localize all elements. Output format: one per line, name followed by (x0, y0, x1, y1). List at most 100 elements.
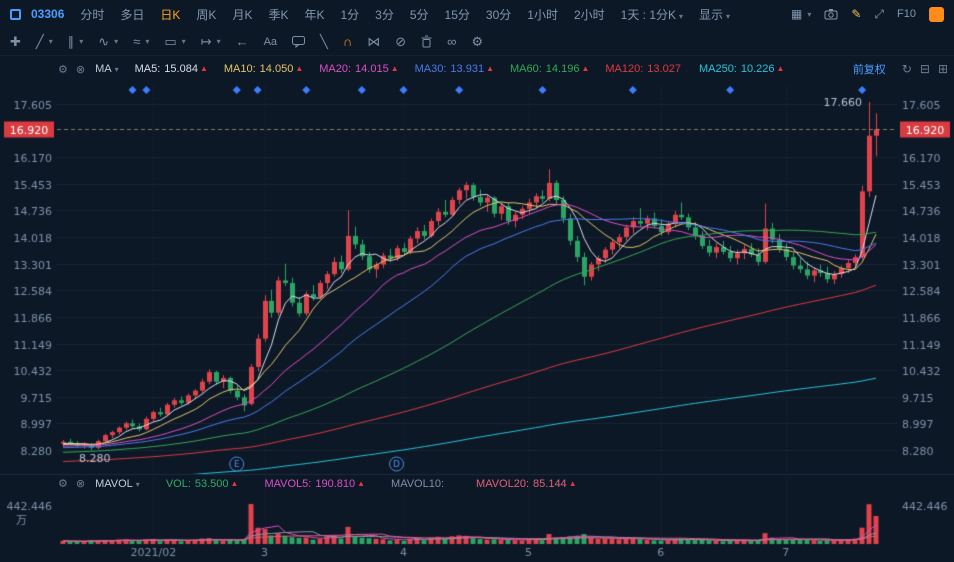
collapse-pane-icon[interactable]: ⊟ (919, 62, 930, 76)
tab-daily-k[interactable]: 日K (160, 7, 181, 22)
gear-icon[interactable]: ⚙ (58, 63, 68, 76)
move-tool[interactable]: ✚ (10, 34, 21, 50)
rectangle-icon: ▭ (164, 33, 177, 49)
tab-30min[interactable]: 30分 (485, 7, 512, 22)
screenshot-button[interactable] (824, 8, 838, 20)
magnet-icon: ∩ (342, 34, 353, 49)
expand-pane-icon[interactable]: ⊞ (937, 62, 948, 76)
tab-yearly-k[interactable]: 年K (304, 7, 325, 22)
f10-button[interactable]: F10 (897, 8, 916, 20)
chevron-down-icon: ▾ (181, 37, 186, 46)
ma-indicator-header: ⚙ ⊗ MA ▾ MA5: 15.084 ▲ MA10: 14.050 ▲ MA20: 14… (58, 61, 948, 77)
draw-settings-tool[interactable]: ⚙ (471, 34, 483, 50)
comment-icon (292, 35, 306, 48)
chevron-down-icon: ▾ (114, 37, 119, 46)
fullscreen-expand-icon[interactable]: ⤢ (874, 6, 885, 21)
tab-monthly-k[interactable]: 月K (232, 7, 253, 22)
text-tool[interactable]: Aa (264, 36, 277, 48)
delete-drawings-tool[interactable] (421, 35, 432, 48)
up-triangle-icon: ▲ (776, 64, 785, 73)
tab-15min[interactable]: 15分 (444, 7, 470, 22)
up-triangle-icon: ▲ (581, 64, 590, 73)
chevron-down-icon: ▾ (216, 37, 221, 46)
remove-indicator-icon[interactable]: ⊗ (75, 63, 86, 76)
tab-2hour[interactable]: 2小时 (573, 7, 605, 22)
chevron-down-icon: ▾ (726, 11, 731, 21)
parallel-lines-tool[interactable]: ∥ ▾ (68, 34, 84, 50)
up-triangle-icon: ▲ (230, 478, 239, 488)
ban-icon: ⊘ (395, 33, 407, 49)
trash-icon (421, 35, 432, 48)
window-icon[interactable] (10, 8, 21, 20)
wave-tool[interactable]: ≈ ▾ (133, 34, 149, 49)
tab-1min[interactable]: 1分 (340, 7, 360, 22)
slash-tool[interactable]: ╲ (320, 34, 328, 50)
comment-tool[interactable] (292, 35, 306, 48)
rings-icon: ∞ (447, 34, 457, 49)
zigzag-tool[interactable]: ∿ ▾ (98, 34, 118, 50)
trendline-icon: ╱ (35, 33, 44, 49)
draw-mode-pencil-icon[interactable]: ✎ (851, 7, 862, 21)
up-triangle-icon: ▲ (568, 478, 577, 488)
mavol-dropdown[interactable]: MAVOL ▾ (95, 478, 140, 490)
drawing-toolbar: ✚ ╱ ▾ ∥ ▾ ∿ ▾ ≈ ▾ ▭ ▾ ↦ ▾ ← Aa ╲ ∩ ⋈ ⊘ ∞ ⚙ (0, 28, 954, 56)
gear-icon[interactable]: ⚙ (58, 478, 68, 490)
hide-drawings-tool[interactable]: ⊘ (395, 34, 406, 50)
gear-icon: ⚙ (471, 33, 484, 49)
chevron-down-icon: ▾ (679, 11, 684, 21)
app-badge-icon[interactable] (929, 6, 944, 22)
layout-grid-dropdown[interactable]: ▦ ▾ (791, 7, 811, 21)
ma5-indicator: MA5: 15.084 ▲ (134, 63, 208, 75)
magnet-tool[interactable]: ∩ (343, 34, 352, 49)
mavol10-indicator: MAVOL10: (391, 477, 445, 490)
tab-1hour[interactable]: 1小时 (527, 7, 558, 22)
left-arrow-icon: ← (235, 34, 249, 49)
shape-tool[interactable]: ▭ ▾ (164, 34, 185, 50)
tab-intraday[interactable]: 分时 (80, 7, 105, 22)
nodes-tool[interactable]: ⋈ (367, 34, 380, 50)
ma-dropdown[interactable]: MA ▾ (95, 63, 119, 75)
chevron-down-icon: ▾ (114, 65, 119, 74)
zigzag-icon: ∿ (98, 33, 110, 49)
ma20-indicator: MA20: 14.015 ▲ (319, 63, 399, 75)
up-triangle-icon: ▲ (199, 64, 208, 73)
mavol-label: MAVOL (95, 477, 133, 490)
main-toolbar: 03306 分时 多日 日K 周K 月K 季K 年K 1分 3分 5分 15分 … (0, 0, 954, 28)
compare-period-label: 1天 : 1分K (620, 7, 676, 22)
tab-3min[interactable]: 3分 (375, 7, 394, 22)
nodes-icon: ⋈ (367, 33, 381, 49)
display-label: 显示 (699, 7, 724, 22)
tab-quarterly-k[interactable]: 季K (268, 7, 289, 22)
ma-label: MA (95, 63, 112, 75)
adjust-mode-dropdown[interactable]: 前复权 (852, 64, 886, 76)
up-triangle-icon: ▲ (486, 64, 494, 73)
refresh-icon[interactable]: ↻ (901, 62, 912, 76)
ma250-indicator: MA250: 10.226 ▲ (698, 63, 785, 75)
slash-icon: ╲ (320, 33, 328, 49)
display-dropdown[interactable]: 显示 ▾ (699, 6, 730, 23)
candlestick-chart-canvas[interactable] (0, 56, 954, 562)
text-icon: Aa (263, 35, 278, 48)
extend-line-tool[interactable]: ↦ ▾ (201, 34, 221, 50)
compare-period-dropdown[interactable]: 1天 : 1分K ▾ (621, 6, 683, 23)
camera-icon (824, 8, 838, 20)
extend-arrow-icon: ↦ (200, 33, 212, 49)
tab-5min[interactable]: 5分 (409, 7, 429, 22)
chevron-down-icon: ▾ (145, 37, 150, 46)
link-tool[interactable]: ∞ (447, 34, 456, 49)
tab-weekly-k[interactable]: 周K (196, 7, 217, 22)
remove-indicator-icon[interactable]: ⊗ (75, 478, 86, 490)
ma30-indicator: MA30: 13.931 ▲ (414, 63, 494, 75)
trendline-tool[interactable]: ╱ ▾ (36, 34, 53, 50)
move-icon: ✚ (10, 33, 21, 49)
layout-grid-icon: ▦ (791, 7, 803, 21)
wave-icon: ≈ (133, 34, 141, 49)
parallel-lines-icon: ∥ (67, 33, 75, 49)
ma10-indicator: MA10: 14.050 ▲ (223, 63, 304, 75)
arrow-tool[interactable]: ← (236, 34, 249, 49)
tab-multi-day[interactable]: 多日 (120, 7, 145, 22)
ma60-indicator: MA60: 14.196 ▲ (510, 63, 590, 75)
up-triangle-icon: ▲ (390, 64, 399, 73)
symbol-code[interactable]: 03306 (31, 7, 65, 21)
mavol5-indicator: MAVOL5: 190.810 ▲ (264, 477, 366, 490)
